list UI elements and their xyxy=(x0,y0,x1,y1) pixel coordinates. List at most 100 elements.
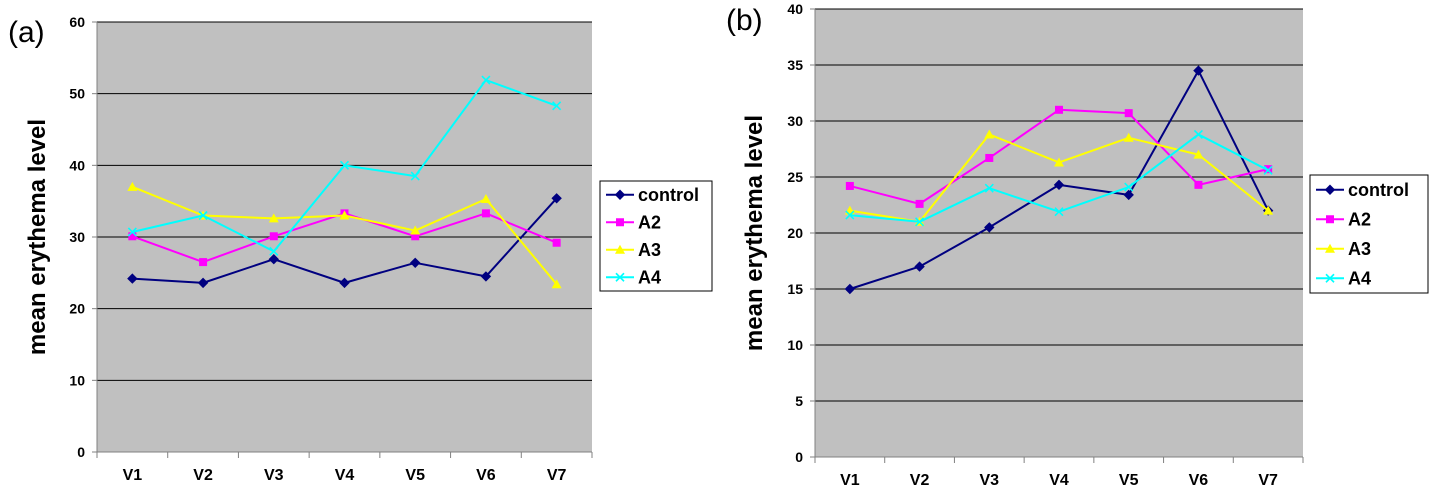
y-tick-label: 5 xyxy=(795,393,803,409)
legend-label-A4: A4 xyxy=(1348,268,1371,288)
x-tick-label: V4 xyxy=(1049,472,1069,489)
data-point-A2 xyxy=(1055,105,1063,114)
x-tick-label: V5 xyxy=(1119,472,1139,489)
legend-label-control: control xyxy=(1348,180,1409,200)
legend-box xyxy=(599,180,713,292)
legend-marker-control xyxy=(1324,184,1336,195)
data-point-control xyxy=(1053,179,1065,191)
data-point-control xyxy=(844,283,856,295)
data-point-A4 xyxy=(339,160,350,170)
data-point-A3 xyxy=(480,194,491,204)
legend-marker-control xyxy=(614,189,626,200)
data-point-A4 xyxy=(552,101,562,111)
y-tick-label: 0 xyxy=(795,449,803,465)
y-axis-title: mean erythema level xyxy=(741,115,768,351)
panel-label: (b) xyxy=(726,4,763,37)
legend: control A2 A3 A4 xyxy=(599,180,713,292)
legend-label-A2: A2 xyxy=(638,212,661,232)
data-point-A3 xyxy=(1193,149,1204,159)
x-tick-label: V6 xyxy=(1189,472,1209,489)
data-point-control xyxy=(127,273,138,284)
data-point-A4 xyxy=(915,217,925,227)
data-point-A4 xyxy=(1054,207,1064,217)
data-point-A4 xyxy=(1124,182,1134,192)
data-point-control xyxy=(197,277,209,289)
legend-marker-A3 xyxy=(1325,243,1335,253)
legend-marker-A4 xyxy=(1325,273,1335,283)
legend-label-A3: A3 xyxy=(1348,239,1371,259)
data-point-A4 xyxy=(1263,165,1273,175)
data-point-A3 xyxy=(551,279,562,289)
legend-marker-A2 xyxy=(1326,215,1334,224)
data-point-A2 xyxy=(1194,180,1203,189)
data-point-A3 xyxy=(984,129,995,139)
y-tick-label: 35 xyxy=(787,57,803,73)
legend-box xyxy=(1309,174,1429,294)
y-tick-label: 50 xyxy=(69,86,85,102)
x-tick-label: V5 xyxy=(405,467,425,484)
data-point-control xyxy=(410,257,421,269)
y-tick-label: 10 xyxy=(787,337,803,353)
x-tick-label: V2 xyxy=(193,467,213,484)
data-point-A3 xyxy=(1263,205,1274,215)
data-point-A2 xyxy=(915,199,924,208)
data-point-A2 xyxy=(845,181,854,190)
data-point-control xyxy=(1193,65,1204,76)
data-point-A3 xyxy=(268,213,279,223)
data-point-A2 xyxy=(199,258,208,267)
data-point-A4 xyxy=(127,227,137,237)
y-tick-label: 0 xyxy=(77,444,85,460)
x-tick-label: V3 xyxy=(979,472,999,489)
data-point-control xyxy=(551,193,562,204)
data-point-A3 xyxy=(1054,157,1064,167)
data-point-control xyxy=(1123,189,1134,201)
legend-marker-A4 xyxy=(615,272,625,282)
legend-label-A3: A3 xyxy=(638,240,661,260)
panel-label: (a) xyxy=(8,16,45,49)
data-point-A2 xyxy=(552,238,561,247)
y-tick-label: 20 xyxy=(69,301,85,317)
x-tick-label: V7 xyxy=(547,467,567,484)
y-tick-label: 30 xyxy=(787,113,803,129)
data-point-A4 xyxy=(1193,129,1203,140)
chart-panel-a: 0 10 20 30 40 50 60 V1 V2 V3 V4 V5 V6 V7 mean erythema… xyxy=(8,14,713,484)
data-point-A2 xyxy=(985,153,994,162)
data-point-control xyxy=(984,222,995,233)
data-point-A4 xyxy=(269,246,279,256)
data-point-A3 xyxy=(127,181,138,191)
data-point-A3 xyxy=(339,210,350,220)
x-tick-label: V4 xyxy=(335,467,355,484)
y-tick-label: 30 xyxy=(69,229,85,245)
x-tick-label: V1 xyxy=(123,467,143,484)
data-point-control xyxy=(268,254,279,265)
y-tick-label: 15 xyxy=(787,281,803,297)
data-point-A4 xyxy=(984,183,994,193)
legend: control A2 A3 A4 xyxy=(1309,174,1429,294)
legend-marker-A2 xyxy=(616,218,624,227)
legend-marker-A3 xyxy=(615,244,625,254)
data-point-A2 xyxy=(1124,109,1133,118)
y-tick-label: 40 xyxy=(787,1,803,17)
x-tick-label: V6 xyxy=(476,467,496,484)
y-tick-label: 25 xyxy=(787,169,803,185)
data-point-A2 xyxy=(411,232,420,241)
legend-label-control: control xyxy=(638,185,699,205)
x-tick-label: V7 xyxy=(1258,472,1278,489)
chart-panel-b: 0 5 10 15 20 25 30 35 40 V1 V2 V3 V4 V5 V6 V7 mean eryth… xyxy=(726,1,1429,489)
legend-label-A2: A2 xyxy=(1348,209,1371,229)
legend-label-A4: A4 xyxy=(638,267,661,287)
y-tick-label: 20 xyxy=(787,225,803,241)
data-point-A4 xyxy=(410,171,420,181)
data-point-A4 xyxy=(198,210,208,221)
data-point-A4 xyxy=(845,210,855,220)
x-tick-label: V1 xyxy=(840,472,860,489)
data-point-A3 xyxy=(410,225,421,235)
data-point-control xyxy=(339,277,350,289)
data-point-A4 xyxy=(481,75,491,85)
data-point-A2 xyxy=(269,232,278,241)
y-tick-label: 10 xyxy=(69,372,85,388)
y-tick-label: 60 xyxy=(69,14,85,30)
data-point-A3 xyxy=(1123,132,1134,142)
y-axis-title: mean erythema level xyxy=(24,119,51,355)
